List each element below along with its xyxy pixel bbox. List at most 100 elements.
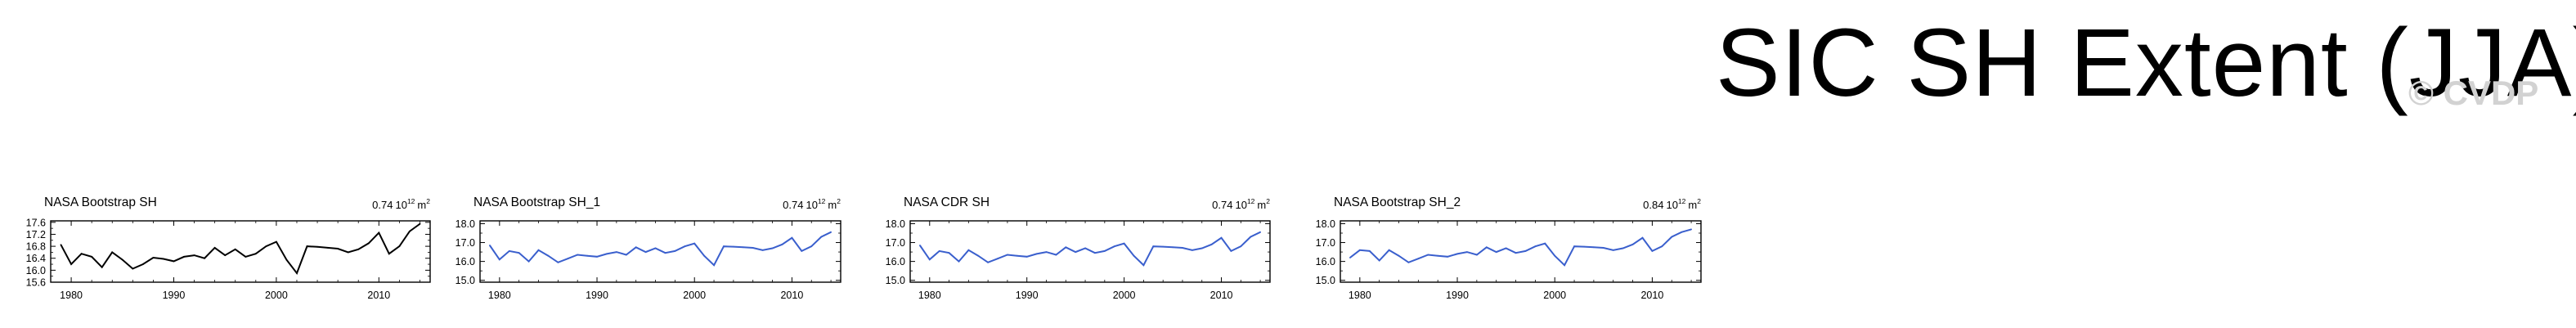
data-point — [1210, 243, 1213, 245]
stat-value: 0.74 — [1212, 199, 1232, 211]
y-tick-label: 16.0 — [456, 256, 475, 267]
data-point — [1671, 236, 1673, 238]
data-point — [1583, 245, 1585, 248]
stat-suffix-exponent: 2 — [837, 197, 841, 205]
data-point — [771, 247, 774, 249]
data-point — [337, 248, 339, 249]
data-point — [508, 250, 510, 252]
series-line — [1349, 228, 1692, 267]
plot-frame — [479, 220, 841, 283]
data-point — [987, 261, 989, 263]
data-point — [791, 236, 793, 239]
data-point — [347, 251, 349, 254]
data-point — [409, 230, 411, 232]
chart-title: NASA Bootstrap SH_2 — [1334, 195, 1461, 209]
data-point — [801, 250, 803, 252]
data-point — [616, 251, 617, 253]
data-point — [1554, 254, 1556, 257]
data-point — [1651, 250, 1654, 252]
data-point — [1544, 242, 1546, 245]
data-point — [193, 254, 195, 256]
y-tick-label: 15.0 — [456, 275, 475, 286]
data-point — [693, 242, 696, 245]
data-point — [1349, 257, 1351, 258]
data-point — [1593, 246, 1595, 249]
data-point — [518, 252, 520, 254]
data-point — [830, 231, 832, 233]
data-point — [752, 247, 754, 249]
data-point — [1515, 252, 1517, 254]
data-point — [296, 272, 298, 274]
x-tick-label: 2010 — [780, 290, 803, 301]
y-tick-label: 16.8 — [26, 241, 46, 253]
data-point — [1466, 251, 1468, 253]
data-point — [713, 264, 715, 267]
data-point — [547, 254, 550, 257]
data-point — [1094, 252, 1096, 254]
stat-suffix: m — [1688, 199, 1697, 211]
data-point — [654, 247, 657, 249]
data-point — [684, 245, 686, 248]
data-point — [967, 249, 970, 251]
watermark: © CVDP — [2408, 74, 2539, 112]
data-point — [977, 254, 980, 257]
data-point — [997, 258, 999, 260]
y-tick-label: 18.0 — [1316, 218, 1335, 230]
data-point — [958, 260, 960, 263]
data-point — [761, 249, 764, 251]
stat-exponent: 12 — [407, 197, 415, 205]
data-point — [723, 245, 725, 248]
data-point — [1103, 250, 1106, 252]
data-point — [577, 254, 579, 256]
x-tick-label: 1980 — [488, 290, 511, 301]
data-point — [163, 258, 164, 260]
data-point — [1250, 236, 1252, 238]
data-point — [1437, 254, 1439, 257]
data-point — [316, 245, 318, 248]
data-point — [1612, 249, 1614, 251]
x-tick-label: 2000 — [265, 290, 288, 301]
data-point — [306, 245, 308, 247]
stat-exponent: 12 — [818, 197, 826, 205]
data-point — [644, 251, 647, 253]
chart-title: NASA Bootstrap SH_1 — [473, 195, 600, 209]
x-tick-label: 1980 — [1349, 290, 1371, 301]
data-point — [1476, 254, 1478, 256]
x-tick-label: 1980 — [918, 290, 941, 301]
data-point — [635, 246, 637, 249]
stat-label: 0.74 1012 m2 — [1212, 197, 1270, 211]
stat-suffix: m — [417, 199, 426, 211]
stat-label: 0.74 1012 m2 — [783, 197, 841, 211]
data-point — [173, 260, 175, 263]
data-point — [1055, 254, 1057, 256]
stat-unit: 10 — [395, 199, 406, 211]
data-point — [398, 245, 401, 247]
data-point — [1690, 228, 1693, 231]
data-point — [378, 231, 380, 234]
stat-suffix: m — [1257, 199, 1266, 211]
data-point — [489, 245, 491, 246]
y-tick-label: 17.0 — [456, 237, 475, 249]
stat-value: 0.74 — [783, 199, 803, 211]
data-point — [1065, 246, 1067, 249]
data-point — [70, 263, 72, 265]
data-point — [567, 258, 569, 260]
data-point — [1084, 247, 1086, 249]
data-point — [606, 253, 608, 255]
data-point — [703, 254, 705, 257]
data-point — [1200, 247, 1203, 249]
data-point — [1182, 247, 1183, 249]
y-tick-label: 17.0 — [886, 237, 905, 249]
data-point — [625, 254, 627, 256]
data-point — [1485, 246, 1488, 249]
data-point — [498, 258, 500, 261]
data-point — [1133, 254, 1135, 257]
data-point — [596, 255, 598, 258]
series-line — [489, 231, 832, 267]
data-point — [1427, 254, 1429, 256]
data-point — [1025, 255, 1028, 258]
data-point — [1378, 259, 1380, 262]
data-point — [1573, 245, 1575, 248]
data-point — [91, 256, 93, 258]
